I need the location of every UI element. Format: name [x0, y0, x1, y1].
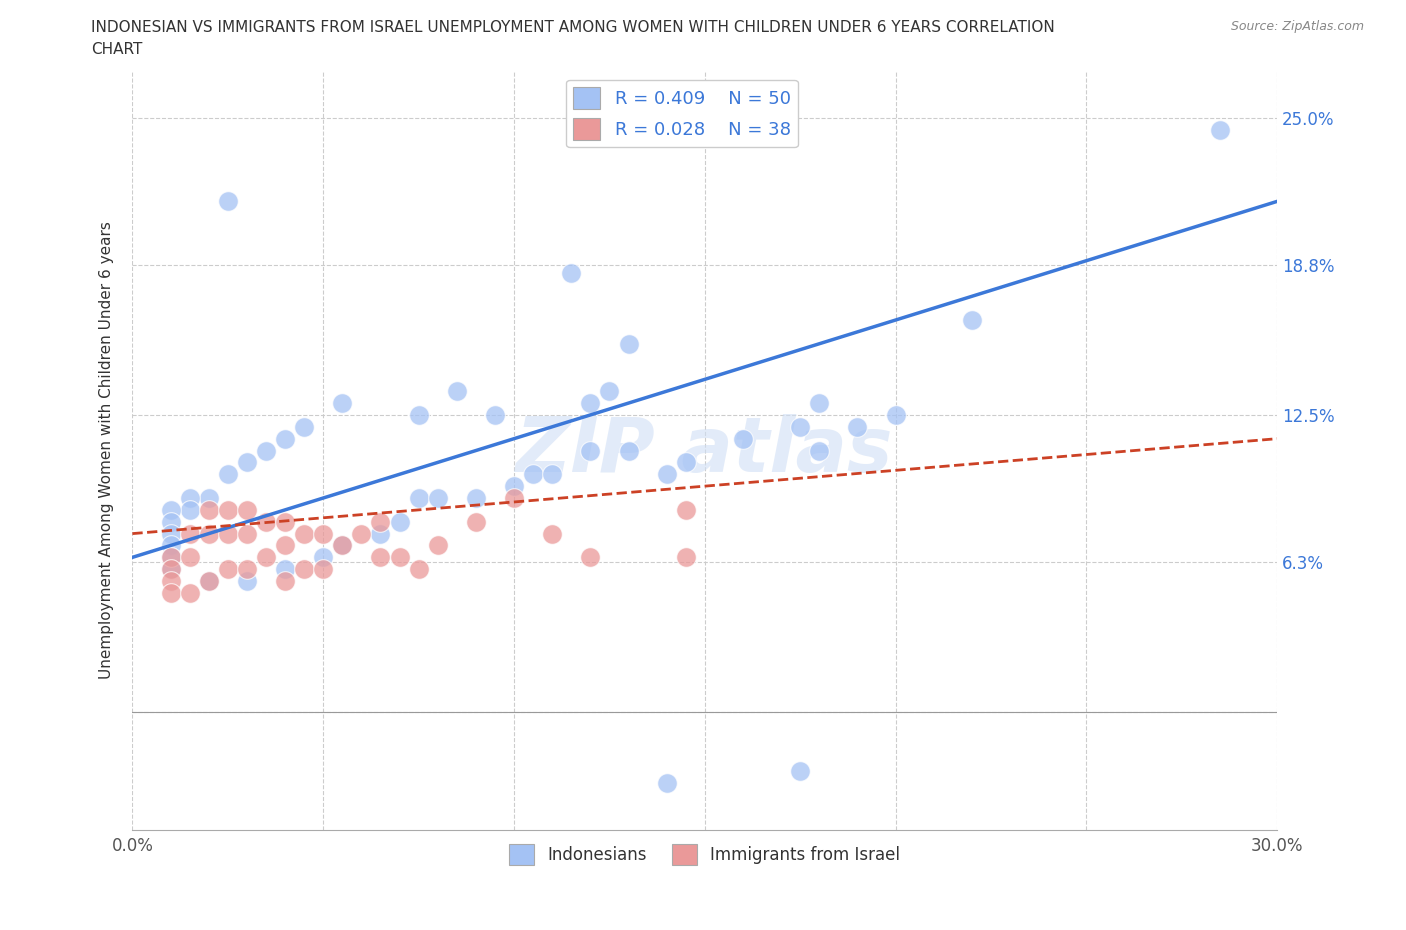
Point [254, 443, 277, 458]
Point [179, 526, 201, 541]
Point [731, 432, 754, 446]
Point [330, 538, 353, 553]
Point [159, 586, 181, 601]
Point [179, 502, 201, 517]
Point [312, 550, 335, 565]
Point [236, 502, 259, 517]
Point [197, 574, 219, 589]
Point [159, 514, 181, 529]
Point [197, 502, 219, 517]
Point [960, 312, 983, 327]
Point [579, 550, 602, 565]
Point [350, 526, 373, 541]
Point [808, 443, 831, 458]
Point [236, 562, 259, 577]
Point [503, 479, 526, 494]
Point [179, 586, 201, 601]
Point [560, 265, 582, 280]
Point [464, 490, 486, 505]
Point [274, 574, 297, 589]
Point [655, 467, 678, 482]
Point [388, 514, 411, 529]
Point [408, 562, 430, 577]
Point [541, 467, 564, 482]
Point [579, 443, 602, 458]
Point [292, 526, 315, 541]
Point [370, 550, 392, 565]
Point [522, 467, 544, 482]
Point [370, 514, 392, 529]
Point [197, 526, 219, 541]
Point [236, 455, 259, 470]
Point [197, 574, 219, 589]
Point [1209, 123, 1232, 138]
Point [330, 538, 353, 553]
Point [159, 574, 181, 589]
Point [159, 526, 181, 541]
Point [217, 467, 239, 482]
Point [159, 502, 181, 517]
Text: CHART: CHART [91, 42, 143, 57]
Point [789, 419, 811, 434]
Point [179, 490, 201, 505]
Point [236, 574, 259, 589]
Point [675, 550, 697, 565]
Point [503, 490, 526, 505]
Point [884, 407, 907, 422]
Point [426, 490, 449, 505]
Point [484, 407, 506, 422]
Point [598, 384, 620, 399]
Point [274, 538, 297, 553]
Point [330, 395, 353, 410]
Point [179, 550, 201, 565]
Point [846, 419, 869, 434]
Text: Source: ZipAtlas.com: Source: ZipAtlas.com [1230, 20, 1364, 33]
Y-axis label: Unemployment Among Women with Children Under 6 years: Unemployment Among Women with Children U… [100, 221, 114, 680]
Point [292, 419, 315, 434]
Point [274, 562, 297, 577]
Point [274, 432, 297, 446]
Point [617, 337, 640, 352]
Point [446, 384, 468, 399]
Point [254, 514, 277, 529]
Point [388, 550, 411, 565]
Point [789, 764, 811, 778]
Text: ZIP atlas: ZIP atlas [516, 414, 894, 487]
Point [217, 562, 239, 577]
Legend: Indonesians, Immigrants from Israel: Indonesians, Immigrants from Israel [502, 838, 907, 871]
Point [292, 562, 315, 577]
Point [312, 526, 335, 541]
Point [274, 514, 297, 529]
Point [808, 395, 831, 410]
Point [675, 502, 697, 517]
Point [541, 526, 564, 541]
Point [426, 538, 449, 553]
Point [159, 538, 181, 553]
Point [159, 562, 181, 577]
Point [408, 407, 430, 422]
Text: INDONESIAN VS IMMIGRANTS FROM ISRAEL UNEMPLOYMENT AMONG WOMEN WITH CHILDREN UNDE: INDONESIAN VS IMMIGRANTS FROM ISRAEL UNE… [91, 20, 1055, 35]
Point [159, 562, 181, 577]
Point [159, 550, 181, 565]
Point [217, 526, 239, 541]
Point [197, 490, 219, 505]
Point [159, 550, 181, 565]
Point [236, 526, 259, 541]
Point [217, 193, 239, 208]
Point [217, 502, 239, 517]
Point [655, 776, 678, 790]
Point [370, 526, 392, 541]
Point [312, 562, 335, 577]
Point [617, 443, 640, 458]
Point [254, 550, 277, 565]
Point [464, 514, 486, 529]
Point [579, 395, 602, 410]
Point [408, 490, 430, 505]
Point [675, 455, 697, 470]
